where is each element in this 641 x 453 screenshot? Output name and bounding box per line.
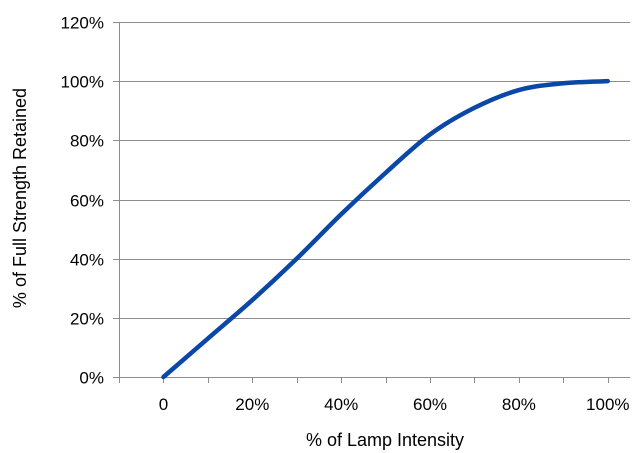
x-tick-label: 40% — [324, 395, 358, 414]
y-tick-label: 20% — [70, 310, 104, 329]
y-tick-label: 0% — [79, 369, 104, 388]
grid-lines — [119, 22, 630, 319]
y-tick-label: 40% — [70, 251, 104, 270]
x-tick-label: 80% — [502, 395, 536, 414]
tick-labels: 0% 20% 40% 60% 80% 100% 120% 0 20% 40% 60% 80% 100% — [61, 14, 630, 415]
axes — [113, 22, 630, 383]
y-tick-label: 80% — [70, 132, 104, 151]
x-tick-label: 100% — [586, 395, 629, 414]
y-axis-title: % of Full Strength Retained — [10, 88, 30, 308]
data-series — [161, 78, 611, 380]
x-tick-label: 20% — [235, 395, 269, 414]
x-tick-label: 60% — [413, 395, 447, 414]
y-tick-label: 60% — [70, 192, 104, 211]
series-line — [161, 78, 611, 380]
y-tick-label: 120% — [61, 14, 104, 33]
x-axis-title: % of Lamp Intensity — [306, 430, 464, 450]
y-tick-label: 100% — [61, 73, 104, 92]
x-tick-label: 0 — [159, 395, 168, 414]
